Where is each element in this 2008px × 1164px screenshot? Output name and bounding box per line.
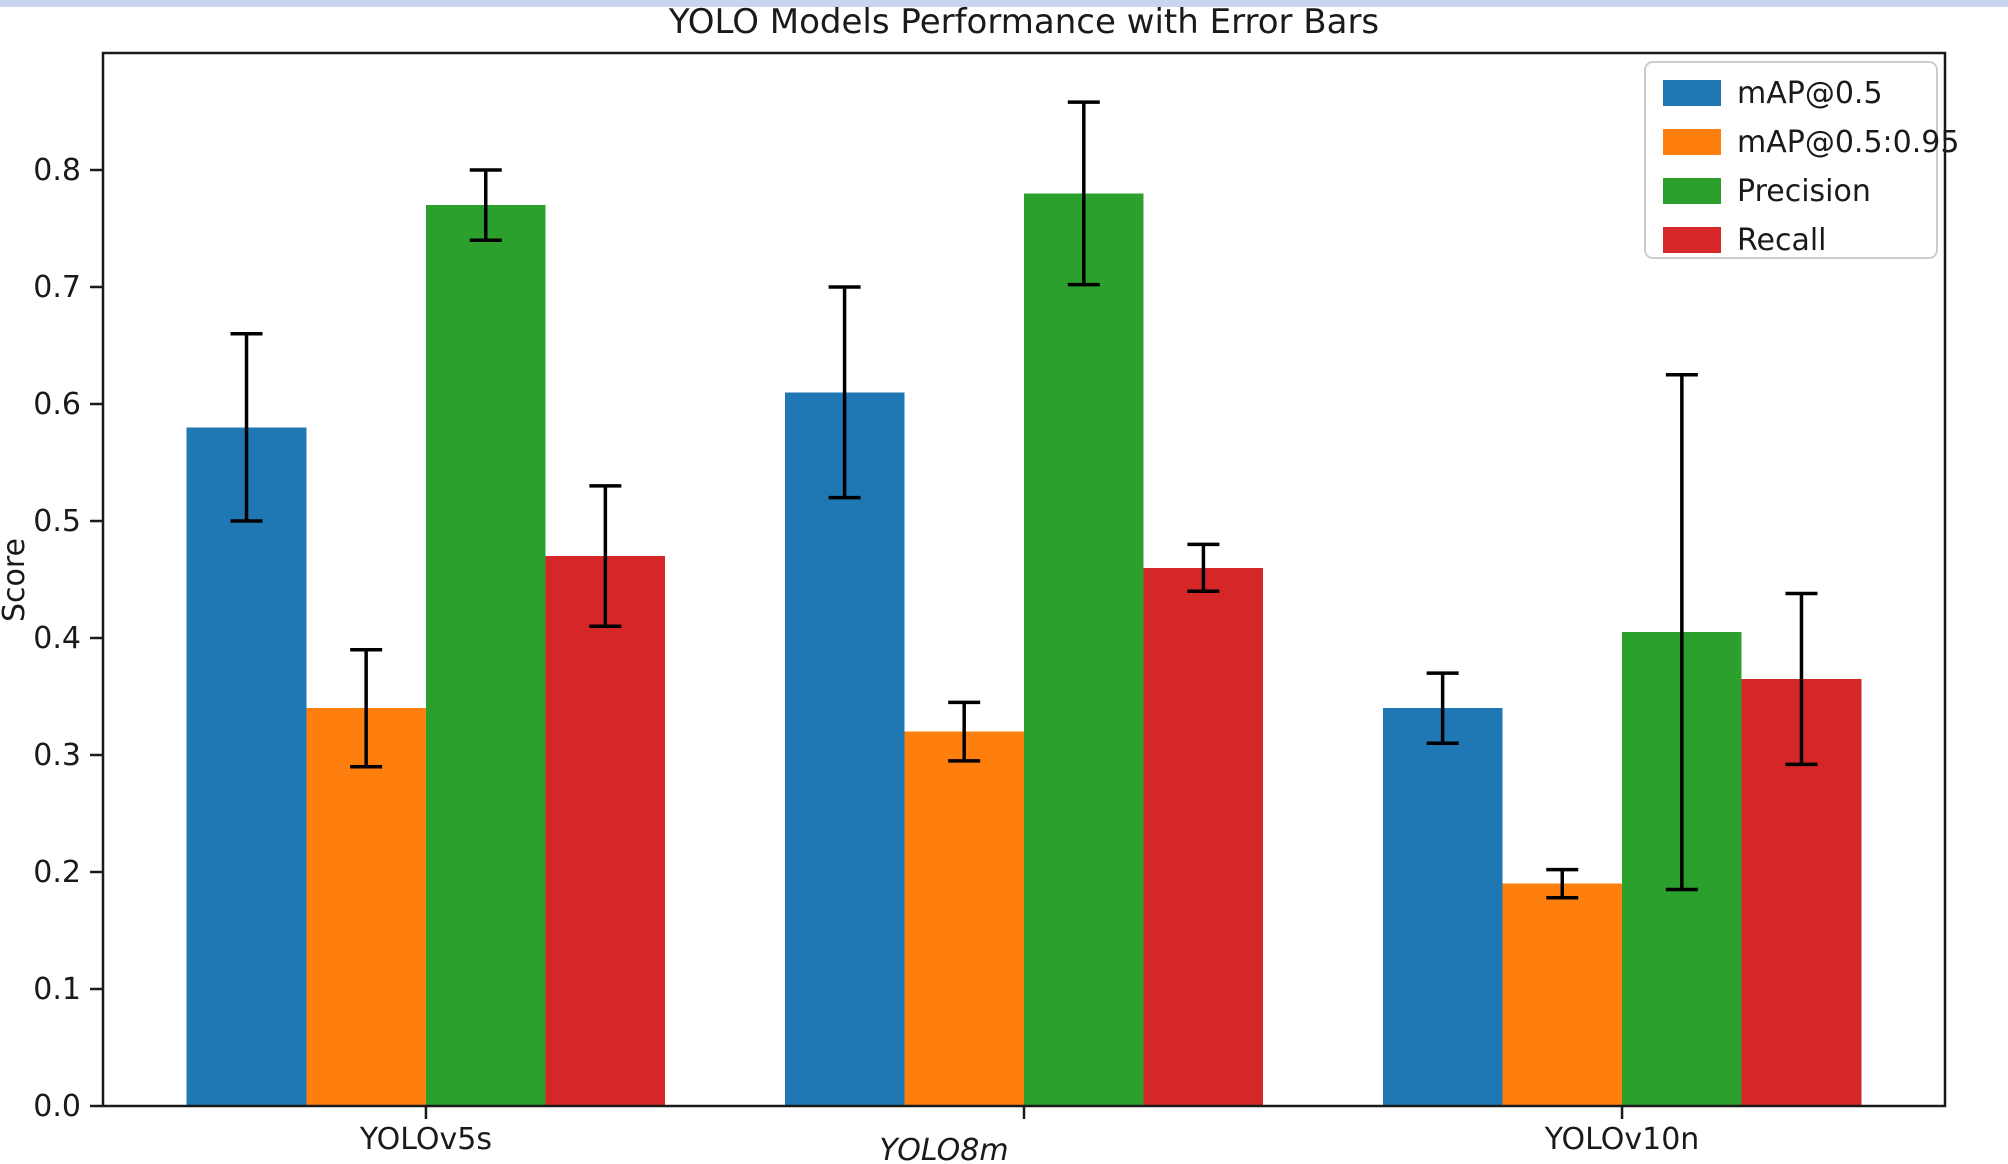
bar-mAP@0.5:0.95-YOLO8m <box>904 731 1024 1106</box>
bar-Precision-YOLO8m <box>1024 193 1144 1106</box>
legend-swatch-mAP@0.5:0.95 <box>1663 129 1721 155</box>
window-edge-strip <box>0 0 2008 7</box>
y-tick-label: 0.6 <box>33 387 81 422</box>
bar-mAP@0.5:0.95-YOLOv10n <box>1502 883 1622 1106</box>
legend-label-mAP@0.5:0.95: mAP@0.5:0.95 <box>1737 125 1959 160</box>
x-tick-label-YOLO8m: YOLO8m <box>879 1133 1008 1164</box>
errorbar-mAP@0.5:0.95-YOLOv10n <box>1546 867 1579 900</box>
error-bars-layer <box>230 100 1818 900</box>
errorbar-Precision-YOLOv10n <box>1665 373 1698 892</box>
y-tick-label: 0.3 <box>33 738 81 773</box>
bar-mAP@0.5-YOLOv5s <box>186 427 307 1106</box>
legend-swatch-Recall <box>1663 227 1721 253</box>
x-tick-label-YOLOv5s: YOLOv5s <box>359 1122 492 1157</box>
bar-mAP@0.5:0.95-YOLOv5s <box>306 708 426 1106</box>
legend-label-mAP@0.5: mAP@0.5 <box>1737 76 1883 111</box>
legend-swatch-mAP@0.5 <box>1663 80 1721 106</box>
bar-mAP@0.5-YOLOv10n <box>1382 708 1503 1106</box>
errorbar-mAP@0.5-YOLO8m <box>828 285 861 500</box>
x-tick-label-YOLOv10n: YOLOv10n <box>1544 1122 1700 1157</box>
y-tick-label: 0.0 <box>33 1089 81 1124</box>
y-tick-label: 0.2 <box>33 855 81 890</box>
errorbar-Recall-YOLOv5s <box>589 484 622 629</box>
errorbar-mAP@0.5:0.95-YOLOv5s <box>350 647 383 769</box>
y-tick-label: 0.5 <box>33 504 81 539</box>
errorbar-Recall-YOLOv10n <box>1785 591 1818 767</box>
bar-mAP@0.5-YOLO8m <box>784 392 905 1106</box>
y-tick-label: 0.4 <box>33 621 81 656</box>
errorbar-mAP@0.5-YOLOv5s <box>230 332 263 523</box>
errorbar-mAP@0.5-YOLOv10n <box>1426 671 1459 746</box>
legend-frame <box>1644 61 1938 259</box>
errorbar-mAP@0.5:0.95-YOLO8m <box>948 700 981 763</box>
y-tick-label: 0.1 <box>33 972 81 1007</box>
chart-title: YOLO Models Performance with Error Bars <box>668 2 1379 42</box>
y-axis-label: Score <box>0 538 32 622</box>
bars-layer <box>186 193 1862 1107</box>
errorbar-Precision-YOLO8m <box>1067 100 1100 287</box>
legend-label-Precision: Precision <box>1737 174 1871 209</box>
legend: mAP@0.5 mAP@0.5:0.95 Precision Recall <box>1644 61 1959 259</box>
bar-Recall-YOLO8m <box>1143 567 1264 1106</box>
y-tick-label: 0.7 <box>33 270 81 305</box>
axes-layer: 0.0 0.1 0.2 0.3 0.4 0.5 0.6 0.7 0.8 YOLOv5s YOLO8m… <box>33 51 1947 1164</box>
legend-swatch-Precision <box>1663 178 1721 204</box>
errorbar-Recall-YOLO8m <box>1187 542 1220 593</box>
errorbar-Precision-YOLOv5s <box>469 168 502 242</box>
y-tick-label: 0.8 <box>33 153 81 188</box>
legend-label-Recall: Recall <box>1737 223 1827 258</box>
bar-Precision-YOLOv5s <box>425 205 546 1107</box>
bar-Recall-YOLOv5s <box>545 556 666 1106</box>
